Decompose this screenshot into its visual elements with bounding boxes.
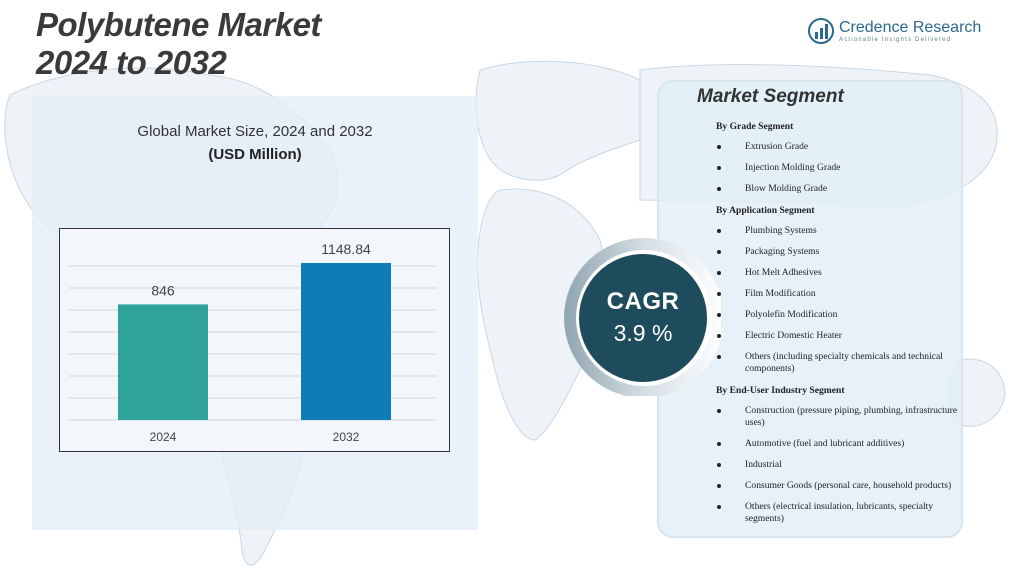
bullet-icon (717, 355, 721, 359)
bullet-icon (717, 271, 721, 275)
segment-item-label: Hot Melt Adhesives (745, 267, 822, 278)
bar-2032 (301, 263, 391, 420)
brand-tagline: Actionable Insights Delivered (839, 37, 952, 43)
cagr-label: CAGR (606, 288, 680, 315)
segment-item: Blow Molding Grade (716, 183, 964, 195)
segment-item: Others (electrical insulation, lubricant… (716, 501, 964, 525)
cagr-circle (579, 254, 707, 382)
cagr-value: 3.9 % (613, 320, 673, 346)
segment-item: Film Modification (716, 288, 964, 300)
segment-item-label: Others (including specialty chemicals an… (745, 351, 943, 374)
segment-item-label: Consumer Goods (personal care, household… (745, 480, 952, 491)
segment-item: Injection Molding Grade (716, 162, 964, 174)
bullet-icon (717, 484, 721, 488)
segment-item-label: Plumbing Systems (745, 225, 817, 236)
page-title: Polybutene Market 2024 to 2032 (36, 6, 321, 82)
segment-item-label: Packaging Systems (745, 246, 820, 257)
bullet-icon (717, 187, 721, 191)
segment-item: Automotive (fuel and lubricant additives… (716, 438, 964, 450)
segment-heading-grade: By Grade Segment (716, 121, 794, 132)
segment-heading-application: By Application Segment (716, 205, 815, 216)
segment-item: Electric Domestic Heater (716, 330, 964, 342)
title-line-2: 2024 to 2032 (36, 44, 227, 81)
bar-chart: 846 2024 1148.84 2032 (59, 228, 450, 452)
bullet-icon (717, 334, 721, 338)
bar-value-label: 846 (151, 282, 175, 298)
segment-item-label: Extrusion Grade (745, 141, 809, 152)
segment-item: Consumer Goods (personal care, household… (716, 480, 964, 492)
bar-2024 (118, 304, 208, 420)
segment-item: Others (including specialty chemicals an… (716, 351, 964, 375)
bullet-icon (717, 250, 721, 254)
bullet-icon (717, 409, 721, 413)
segment-item: Polyolefin Modification (716, 309, 964, 321)
bar-chart-logo-icon (808, 18, 834, 44)
segment-item-label: Injection Molding Grade (745, 162, 841, 173)
segment-item: Packaging Systems (716, 246, 964, 258)
bullet-icon (717, 229, 721, 233)
chart-subtitle: (USD Million) (208, 146, 302, 163)
segment-item: Industrial (716, 459, 964, 471)
chart-bars: 846 2024 1148.84 2032 (118, 241, 391, 444)
segment-heading-end-user: By End-User Industry Segment (716, 385, 845, 396)
bullet-icon (717, 313, 721, 317)
title-line-1: Polybutene Market (36, 6, 321, 43)
segment-item: Construction (pressure piping, plumbing,… (716, 405, 964, 429)
brand-logo: Credence Research Actionable Insights De… (808, 18, 981, 44)
segment-title: Market Segment (697, 86, 844, 107)
segment-item: Extrusion Grade (716, 141, 964, 153)
segment-item-label: Electric Domestic Heater (745, 330, 842, 341)
segment-list: By Grade Segment Extrusion Grade Injecti… (716, 118, 964, 534)
segment-item-label: Others (electrical insulation, lubricant… (745, 501, 934, 524)
segment-item-label: Industrial (745, 459, 782, 470)
bullet-icon (717, 463, 721, 467)
segment-item: Hot Melt Adhesives (716, 267, 964, 279)
segment-item-label: Automotive (fuel and lubricant additives… (745, 438, 905, 449)
segment-item-label: Construction (pressure piping, plumbing,… (745, 405, 958, 428)
segment-item: Plumbing Systems (716, 225, 964, 237)
brand-name: Credence Research (839, 19, 982, 36)
bullet-icon (717, 166, 721, 170)
bullet-icon (717, 145, 721, 149)
segment-item-label: Blow Molding Grade (745, 183, 828, 194)
bullet-icon (717, 505, 721, 509)
x-tick-label: 2024 (150, 430, 177, 444)
x-tick-label: 2032 (333, 430, 360, 444)
cagr-ring (564, 238, 721, 396)
segment-item-label: Film Modification (745, 288, 816, 299)
segment-item-label: Polyolefin Modification (745, 309, 838, 320)
bullet-icon (717, 442, 721, 446)
chart-title: Global Market Size, 2024 and 2032 (137, 123, 373, 140)
bullet-icon (717, 292, 721, 296)
bar-value-label: 1148.84 (321, 241, 371, 257)
